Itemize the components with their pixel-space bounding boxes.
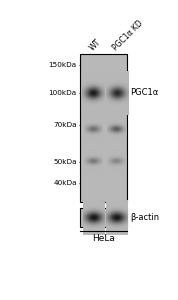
Text: PGC1α KD: PGC1α KD: [111, 19, 145, 52]
Text: 50kDa: 50kDa: [53, 159, 77, 165]
Text: HeLa: HeLa: [92, 233, 115, 242]
Text: β-actin: β-actin: [130, 213, 160, 222]
Bar: [80, 208, 127, 226]
Text: WT: WT: [88, 38, 103, 52]
Text: 150kDa: 150kDa: [49, 62, 77, 68]
Text: 100kDa: 100kDa: [49, 90, 77, 96]
Text: 70kDa: 70kDa: [53, 122, 77, 128]
Text: PGC1α: PGC1α: [130, 88, 159, 97]
Bar: [80, 55, 127, 202]
Text: 40kDa: 40kDa: [53, 180, 77, 186]
